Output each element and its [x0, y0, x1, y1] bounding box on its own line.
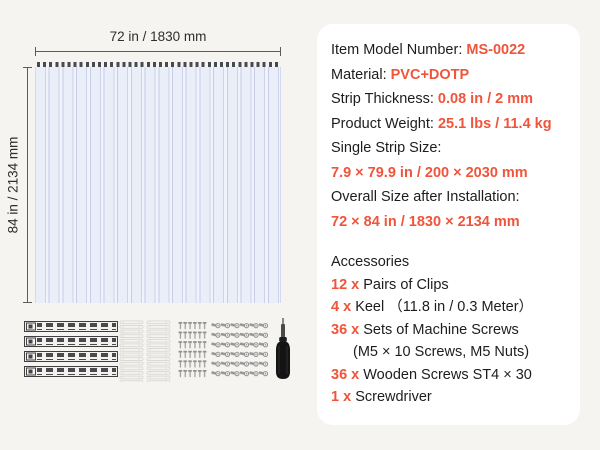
height-dimension-label: 84 in / 2134 mm [5, 136, 21, 234]
accessories-heading: Accessories [331, 254, 410, 270]
spec-row: Single Strip Size: [331, 136, 568, 161]
accessory-text: Screwdriver [351, 389, 432, 405]
accessory-item: 12 x Pairs of Clips [331, 274, 568, 297]
spec-row: 7.9 × 79.9 in / 200 × 2030 mm [331, 161, 568, 186]
mounting-rail-icon [24, 321, 118, 377]
accessory-text: Wooden Screws ST4 × 30 [359, 366, 532, 383]
spec-row: Overall Size after Installation: [331, 185, 568, 210]
strip-curtain-illustration [35, 62, 281, 303]
accessory-qty: 4 x [331, 299, 352, 315]
spec-value: 72 × 84 in / 1830 × 2134 mm [331, 213, 520, 230]
accessory-item: 1 x Screwdriver [331, 386, 568, 409]
spec-label: Product Weight: [331, 115, 438, 132]
spec-value: PVC+DOTP [390, 66, 470, 83]
spec-row: Product Weight: 25.1 lbs / 11.4 kg [331, 112, 568, 137]
width-dimension-line [35, 47, 281, 56]
spec-row: Material: PVC+DOTP [331, 63, 568, 88]
spec-value: 25.1 lbs / 11.4 kg [437, 115, 552, 132]
accessory-qty: 1 x [331, 389, 352, 405]
dimension-tick [23, 302, 32, 303]
spec-value: 7.9 × 79.9 in / 200 × 2030 mm [331, 164, 528, 181]
spec-label: Material: [331, 66, 391, 83]
spec-label: Overall Size after Installation: [331, 189, 520, 205]
spec-row: Item Model Number: MS-0022 [331, 38, 568, 63]
dimension-tick [280, 47, 281, 56]
accessory-qty: 36 x [331, 321, 360, 338]
machine-screws-icon [178, 321, 207, 379]
accessory-qty: 12 x [331, 276, 360, 293]
curtain-clips-row [37, 62, 279, 67]
accessory-text: (M5 × 10 Screws, M5 Nuts) [353, 344, 530, 360]
screwdriver-icon [276, 318, 290, 379]
spec-value: MS-0022 [466, 42, 526, 58]
spec-value: 0.08 in / 2 mm [437, 91, 534, 107]
accessory-qty: 36 x [331, 366, 360, 383]
curtain-strips [35, 67, 281, 303]
accessory-text: Pairs of Clips [359, 276, 449, 293]
height-dimension-line [23, 67, 32, 303]
clip-pairs-icon [119, 320, 173, 382]
accessory-item-continuation: (M5 × 10 Screws, M5 Nuts) [331, 341, 568, 364]
spec-row: 72 × 84 in / 1830 × 2134 mm [331, 210, 568, 235]
screw-nut-sets-icon [211, 321, 268, 379]
spec-label: Single Strip Size: [331, 140, 442, 156]
accessory-text: Keel （11.8 in / 0.3 Meter） [351, 299, 534, 315]
dimension-tick [23, 67, 32, 68]
spec-card: Item Model Number: MS-0022 Material: PVC… [317, 24, 580, 425]
spec-label: Strip Thickness: [331, 91, 438, 107]
spec-row: Strip Thickness: 0.08 in / 2 mm [331, 87, 568, 112]
width-dimension-label: 72 in / 1830 mm [109, 29, 207, 44]
accessory-item: 36 x Sets of Machine Screws [331, 319, 568, 342]
accessory-item: 4 x Keel （11.8 in / 0.3 Meter） [331, 296, 568, 319]
accessory-item: 36 x Wooden Screws ST4 × 30 [331, 364, 568, 387]
spec-label: Item Model Number: [331, 42, 467, 58]
accessory-text: Sets of Machine Screws [359, 321, 519, 338]
dimension-tick [35, 47, 36, 56]
